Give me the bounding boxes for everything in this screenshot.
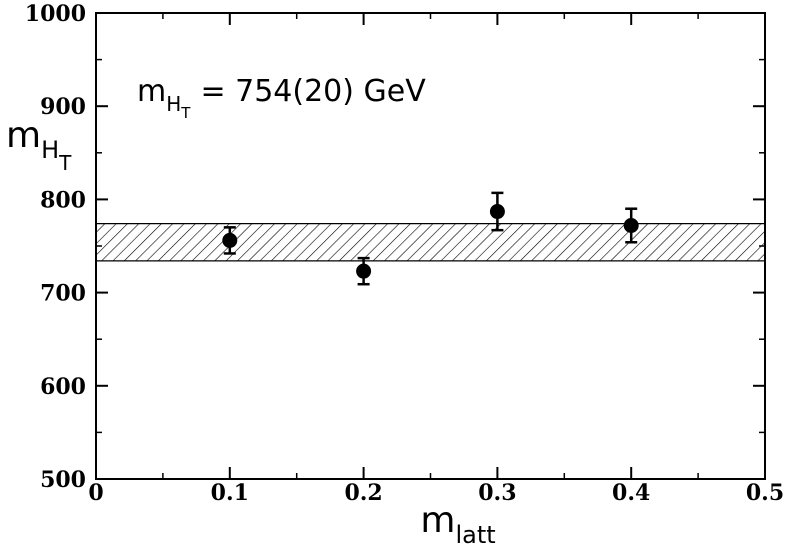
x-axis-label-sub: latt — [455, 521, 495, 549]
x-tick-label: 0.1 — [211, 480, 249, 506]
band-fill — [96, 223, 765, 261]
x-tick-label: 0.4 — [612, 480, 650, 506]
annotation-prefix: m — [137, 74, 166, 109]
data-point-3 — [489, 191, 505, 232]
marker — [623, 217, 639, 233]
data-point-1 — [222, 226, 238, 255]
x-tick-label: 0.5 — [746, 480, 784, 506]
y-tick-label: 500 — [40, 467, 86, 493]
y-tick-label: 800 — [40, 187, 86, 213]
y-axis-label-subsub: T — [58, 151, 72, 175]
x-axis-label: mlatt — [420, 500, 495, 549]
y-axis-label: mHT — [6, 115, 72, 175]
data-point-4 — [623, 207, 639, 244]
annotation-text: = 754(20) GeV — [200, 74, 426, 109]
x-axis-ticks: 0 0.1 0.2 0.3 0.4 0.5 — [88, 13, 784, 506]
x-tick-label: 0 — [88, 480, 103, 506]
marker — [356, 263, 372, 279]
y-tick-label: 600 — [40, 374, 86, 400]
annotation-sub: H — [166, 92, 181, 116]
y-tick-label: 1000 — [25, 1, 86, 27]
y-axis-label-sub: H — [41, 136, 59, 164]
marker — [489, 204, 505, 220]
marker — [222, 232, 238, 248]
y-tick-label: 900 — [40, 94, 86, 120]
y-axis-label-main: m — [6, 115, 41, 156]
y-axis-ticks: 500 600 700 800 900 1000 — [25, 1, 765, 493]
data-point-2 — [356, 256, 372, 286]
annotation-subsub: T — [180, 104, 191, 122]
annotation: mHT = 754(20) GeV — [137, 74, 426, 122]
error-band — [96, 223, 765, 262]
x-tick-label: 0.3 — [478, 480, 516, 506]
x-axis-label-main: m — [420, 500, 455, 541]
y-tick-label: 700 — [40, 281, 86, 307]
x-tick-label: 0.2 — [344, 480, 382, 506]
data-points — [222, 191, 639, 286]
